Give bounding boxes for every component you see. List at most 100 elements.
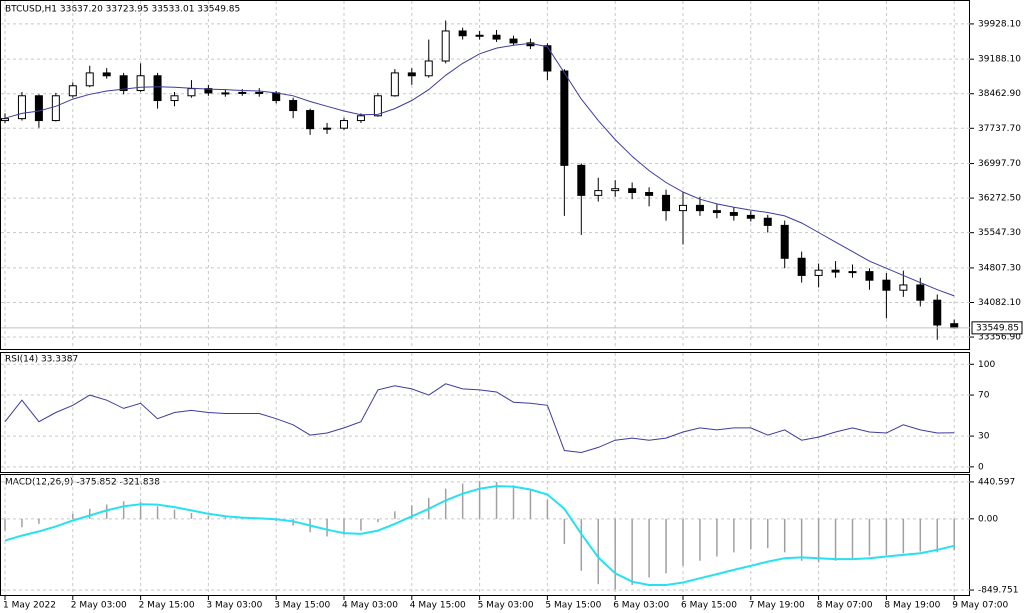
y-tick-label: 440.597 — [978, 477, 1015, 487]
candle-body — [306, 110, 315, 130]
macd-panel — [0, 474, 970, 596]
last-price-box — [971, 321, 1023, 335]
candle-body — [797, 257, 806, 276]
last-price-label: 33549.85 — [976, 323, 1019, 333]
candle-body — [475, 34, 484, 37]
candle-body — [238, 91, 247, 94]
price-header: BTCUSD,H1 33637.20 33723.95 33533.01 335… — [5, 5, 240, 15]
x-tick-label: 3 May 15:00 — [274, 601, 330, 611]
y-tick-label: 37737.70 — [978, 124, 1021, 134]
candle-body — [662, 194, 671, 212]
candle-body — [221, 92, 230, 95]
y-tick-label: 38462.90 — [978, 89, 1021, 99]
candle-body — [407, 72, 416, 77]
candle-body — [85, 72, 94, 87]
y-tick-label: 70 — [978, 391, 990, 401]
candle-body — [51, 95, 60, 122]
signal-line — [4, 485, 955, 586]
candle-body — [729, 212, 738, 216]
rsi-panel — [0, 352, 970, 473]
x-tick-label: 3 May 03:00 — [206, 601, 262, 611]
candle-body — [831, 269, 840, 273]
x-tick-label: 8 May 07:00 — [817, 601, 873, 611]
rsi-header: RSI(14) 33.3387 — [5, 355, 78, 365]
candle-body — [170, 95, 179, 102]
candle-body — [763, 217, 772, 226]
candle-body — [814, 269, 823, 276]
candle-body — [390, 72, 399, 97]
x-tick-label: 4 May 03:00 — [342, 601, 398, 611]
x-tick-label: 5 May 03:00 — [478, 601, 534, 611]
candle-body — [272, 92, 281, 102]
candle-body — [899, 284, 908, 291]
candle-body — [611, 188, 620, 192]
candle-body — [882, 279, 891, 291]
candle-body — [289, 100, 298, 112]
candle-body — [102, 72, 111, 77]
candle-body — [1, 118, 9, 122]
macd-header: MACD(12,26,9) -375.852 -321.838 — [5, 478, 160, 488]
candle-body — [577, 164, 586, 196]
x-tick-label: 6 May 15:00 — [681, 601, 737, 611]
x-tick-label: 9 May 07:00 — [952, 601, 1008, 611]
candle-body — [424, 60, 433, 77]
y-tick-label: 0.00 — [978, 514, 998, 524]
candle-body — [492, 34, 501, 40]
price-panel — [0, 0, 970, 350]
x-tick-label: 7 May 19:00 — [749, 601, 805, 611]
x-tick-label: 5 May 15:00 — [545, 601, 601, 611]
x-tick-label: 1 May 2022 — [3, 601, 56, 611]
candle-body — [695, 204, 704, 212]
candle-body — [34, 95, 43, 122]
candle-body — [746, 214, 755, 219]
candle-body — [373, 95, 382, 117]
moving-average — [4, 42, 955, 297]
candle-body — [153, 75, 162, 102]
candle-body — [916, 284, 925, 301]
y-tick-label: 100 — [978, 360, 995, 370]
y-tick-label: 35547.30 — [978, 228, 1021, 238]
candle-body — [865, 271, 874, 281]
y-tick-label: 36997.70 — [978, 159, 1021, 169]
candle-body — [712, 210, 721, 214]
y-tick-label: 34807.30 — [978, 263, 1021, 273]
candle-body — [136, 75, 145, 92]
candle-body — [780, 224, 789, 259]
candle-body — [509, 38, 518, 44]
candle-body — [441, 30, 450, 62]
candle-body — [255, 91, 264, 94]
y-tick-label: 39928.10 — [978, 19, 1021, 29]
rsi-line — [4, 383, 955, 454]
candle-body — [17, 95, 26, 120]
candle-body — [68, 85, 77, 97]
candle-body — [645, 192, 654, 196]
candle-body — [950, 323, 959, 329]
candle-body — [594, 190, 603, 196]
candle-body — [560, 70, 569, 166]
y-tick-label: -849.751 — [978, 586, 1018, 596]
candle-body — [340, 120, 348, 129]
y-tick-label: 33356.90 — [978, 333, 1021, 343]
y-tick-label: 36272.50 — [978, 194, 1021, 204]
y-tick-label: 30 — [978, 432, 990, 442]
candle-body — [679, 204, 687, 212]
x-tick-label: 4 May 15:00 — [410, 601, 466, 611]
x-tick-label: 6 May 03:00 — [613, 601, 669, 611]
candle-body — [323, 127, 332, 130]
x-tick-label: 2 May 03:00 — [71, 601, 127, 611]
candle-body — [933, 299, 942, 326]
y-tick-label: 34082.10 — [978, 298, 1021, 308]
y-tick-label: 0 — [978, 462, 984, 472]
candle-body — [628, 188, 637, 194]
candle-body — [119, 75, 128, 92]
x-tick-label: 2 May 15:00 — [139, 601, 195, 611]
candle-body — [543, 45, 552, 72]
candle-body — [458, 30, 467, 37]
candle-body — [187, 88, 196, 97]
candle-body — [848, 271, 857, 274]
candle-body — [356, 115, 365, 122]
y-tick-label: 39188.10 — [978, 55, 1021, 65]
x-tick-label: 8 May 19:00 — [884, 601, 940, 611]
